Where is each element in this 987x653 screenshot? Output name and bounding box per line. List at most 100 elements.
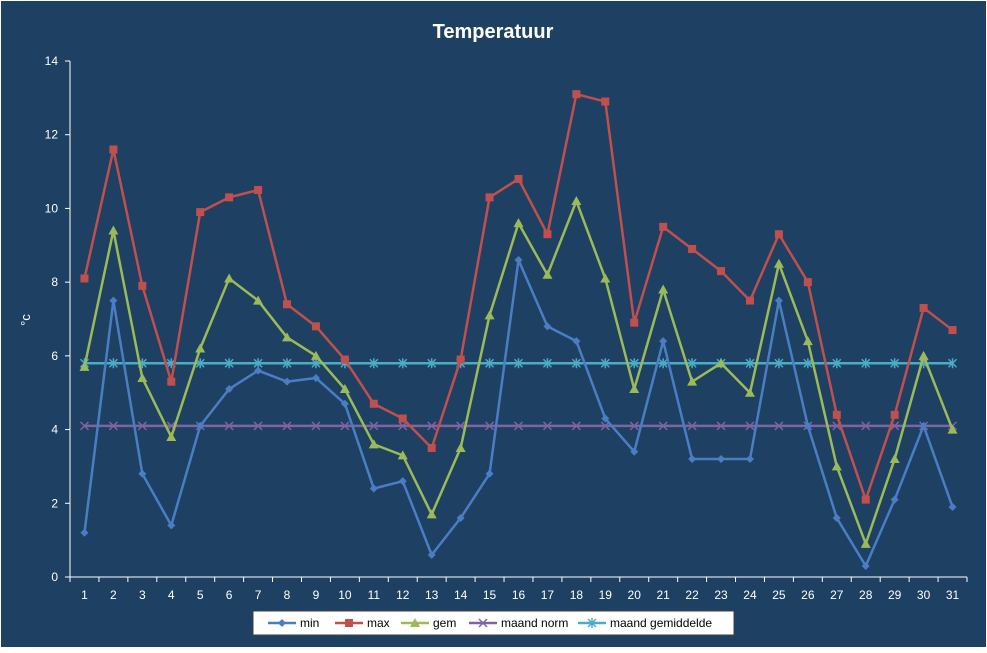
data-point-maand-norm xyxy=(687,421,697,431)
legend-label: max xyxy=(367,616,390,630)
data-point-min xyxy=(80,528,89,537)
x-tick-label: 12 xyxy=(396,588,410,602)
legend-label: maand gemiddelde xyxy=(610,616,712,630)
data-point-maand-gemiddelde xyxy=(832,358,842,369)
legend-label: min xyxy=(300,616,319,630)
data-point-min xyxy=(456,514,465,523)
data-point-maand-gemiddelde xyxy=(513,358,524,369)
data-point-min xyxy=(659,337,668,346)
data-point-gem xyxy=(802,336,813,346)
data-point-gem xyxy=(571,196,582,206)
data-point-maand-gemiddelde xyxy=(600,358,610,369)
y-tick-label: 2 xyxy=(51,496,58,510)
x-tick-label: 14 xyxy=(454,588,468,602)
data-point-min xyxy=(340,399,349,408)
y-tick-label: 4 xyxy=(51,423,58,437)
data-point-maand-gemiddelde xyxy=(948,358,958,369)
data-point-maand-norm xyxy=(340,421,350,431)
data-point-gem xyxy=(137,372,148,382)
chart-title: Temperatuur xyxy=(433,21,554,43)
data-point-maand-norm xyxy=(485,421,495,431)
data-point-gem xyxy=(600,273,611,283)
data-point-max xyxy=(832,410,841,419)
data-point-gem xyxy=(368,439,379,449)
x-tick-label: 27 xyxy=(830,588,844,602)
data-point-max xyxy=(427,444,436,452)
data-point-maand-norm xyxy=(398,421,408,431)
data-point-max xyxy=(890,410,899,419)
data-point-gem xyxy=(658,284,669,294)
data-point-gem xyxy=(716,358,727,368)
x-tick-label: 21 xyxy=(656,588,670,602)
data-point-min xyxy=(774,296,783,305)
data-point-maand-gemiddelde xyxy=(253,358,263,369)
data-point-maand-gemiddelde xyxy=(658,358,668,369)
data-point-min xyxy=(311,373,320,382)
data-point-min xyxy=(861,561,870,570)
data-point-max xyxy=(283,300,292,309)
data-point-maand-norm xyxy=(542,421,552,431)
data-point-maand-gemiddelde xyxy=(861,358,871,369)
data-point-maand-gemiddelde xyxy=(282,358,292,369)
data-point-min xyxy=(717,455,726,464)
y-tick-label: 10 xyxy=(45,201,59,215)
data-point-gem xyxy=(339,384,350,394)
data-point-max xyxy=(225,193,234,202)
x-tick-label: 1 xyxy=(81,588,88,602)
legend-item-maand-gemiddelde: maand gemiddelde xyxy=(578,616,712,630)
data-point-max xyxy=(572,90,581,99)
data-point-min xyxy=(601,414,610,423)
data-point-max xyxy=(167,377,176,386)
data-point-max xyxy=(543,230,552,239)
data-point-maand-gemiddelde xyxy=(774,358,784,369)
y-tick-label: 8 xyxy=(51,275,58,289)
data-point-maand-gemiddelde xyxy=(108,358,118,369)
data-point-gem xyxy=(195,343,206,353)
data-point-gem xyxy=(484,310,495,320)
legend: min max gem maand norm maand gemiddelde xyxy=(252,610,735,636)
x-tick-label: 6 xyxy=(226,588,233,602)
legend-marker xyxy=(278,619,286,627)
legend-marker xyxy=(410,618,420,627)
data-point-gem xyxy=(253,295,264,305)
data-point-gem xyxy=(166,431,177,441)
data-point-gem xyxy=(947,424,958,434)
data-point-gem xyxy=(629,384,640,394)
data-point-maand-gemiddelde xyxy=(745,358,755,369)
data-point-max xyxy=(456,355,465,364)
data-point-max xyxy=(774,230,783,239)
data-point-gem xyxy=(831,461,842,471)
data-point-maand-norm xyxy=(224,421,234,431)
data-point-max xyxy=(659,222,668,231)
legend-marker xyxy=(587,618,597,628)
legend-marker xyxy=(478,618,488,628)
x-tick-label: 9 xyxy=(313,588,320,602)
x-tick-label: 24 xyxy=(743,588,757,602)
x-tick-label: 29 xyxy=(888,588,902,602)
data-point-maand-gemiddelde xyxy=(427,358,437,369)
data-point-min xyxy=(514,256,523,265)
data-point-min xyxy=(196,421,205,430)
x-tick-label: 22 xyxy=(685,588,699,602)
legend-item-maand-norm: maand norm xyxy=(469,616,568,630)
data-point-gem xyxy=(918,350,929,360)
data-point-gem xyxy=(744,387,755,397)
y-axis-label: °c xyxy=(18,314,33,326)
data-point-maand-gemiddelde xyxy=(687,358,697,369)
data-point-maand-gemiddelde xyxy=(369,358,379,369)
data-point-maand-gemiddelde xyxy=(224,358,234,369)
x-tick-label: 28 xyxy=(859,588,873,602)
legend-label: maand norm xyxy=(501,616,568,630)
series-min xyxy=(80,256,957,570)
y-tick-label: 6 xyxy=(51,349,58,363)
data-point-min xyxy=(572,337,581,346)
data-point-maand-norm xyxy=(427,421,437,431)
data-point-min xyxy=(630,447,639,456)
data-point-maand-gemiddelde xyxy=(629,358,639,369)
x-tick-label: 10 xyxy=(338,588,352,602)
data-point-maand-norm xyxy=(658,421,668,431)
x-tick-label: 18 xyxy=(570,588,584,602)
